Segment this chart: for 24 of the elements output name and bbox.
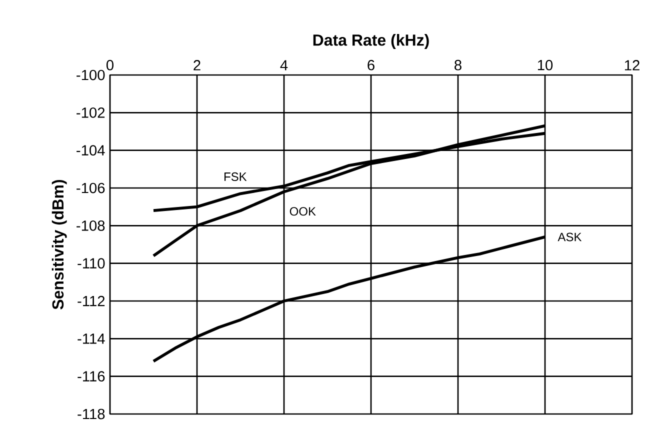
y-tick-label: -100 xyxy=(76,70,105,80)
x-tick-label: 12 xyxy=(624,60,640,70)
y-tick-label: -118 xyxy=(78,408,105,420)
x-tick-label: 0 xyxy=(106,60,114,70)
x-tick-label: 4 xyxy=(280,60,288,70)
line-series xyxy=(152,124,546,258)
series-label: OOK xyxy=(290,207,316,216)
x-axis-title: Data Rate (kHz) xyxy=(313,34,429,49)
x-tick-label: 2 xyxy=(194,60,200,70)
series-label: FSK xyxy=(224,172,247,181)
series-label: ASK xyxy=(558,232,582,242)
y-tick-label: -104 xyxy=(76,145,105,156)
x-tick-label: 6 xyxy=(368,60,374,70)
y-tick-label: -102 xyxy=(76,107,105,118)
y-tick-label: -108 xyxy=(76,220,105,231)
x-tick-label: 10 xyxy=(538,60,553,70)
x-tick-label: 8 xyxy=(454,60,462,70)
line-series xyxy=(152,235,546,363)
y-tick-label: -114 xyxy=(78,334,105,344)
y-tick-label: -112 xyxy=(78,296,105,306)
y-tick-label: -106 xyxy=(76,182,105,194)
y-tick-label: -116 xyxy=(78,371,105,382)
y-axis-title: Sensitivity (dBm) xyxy=(52,180,67,310)
y-tick-label: -110 xyxy=(78,258,105,269)
